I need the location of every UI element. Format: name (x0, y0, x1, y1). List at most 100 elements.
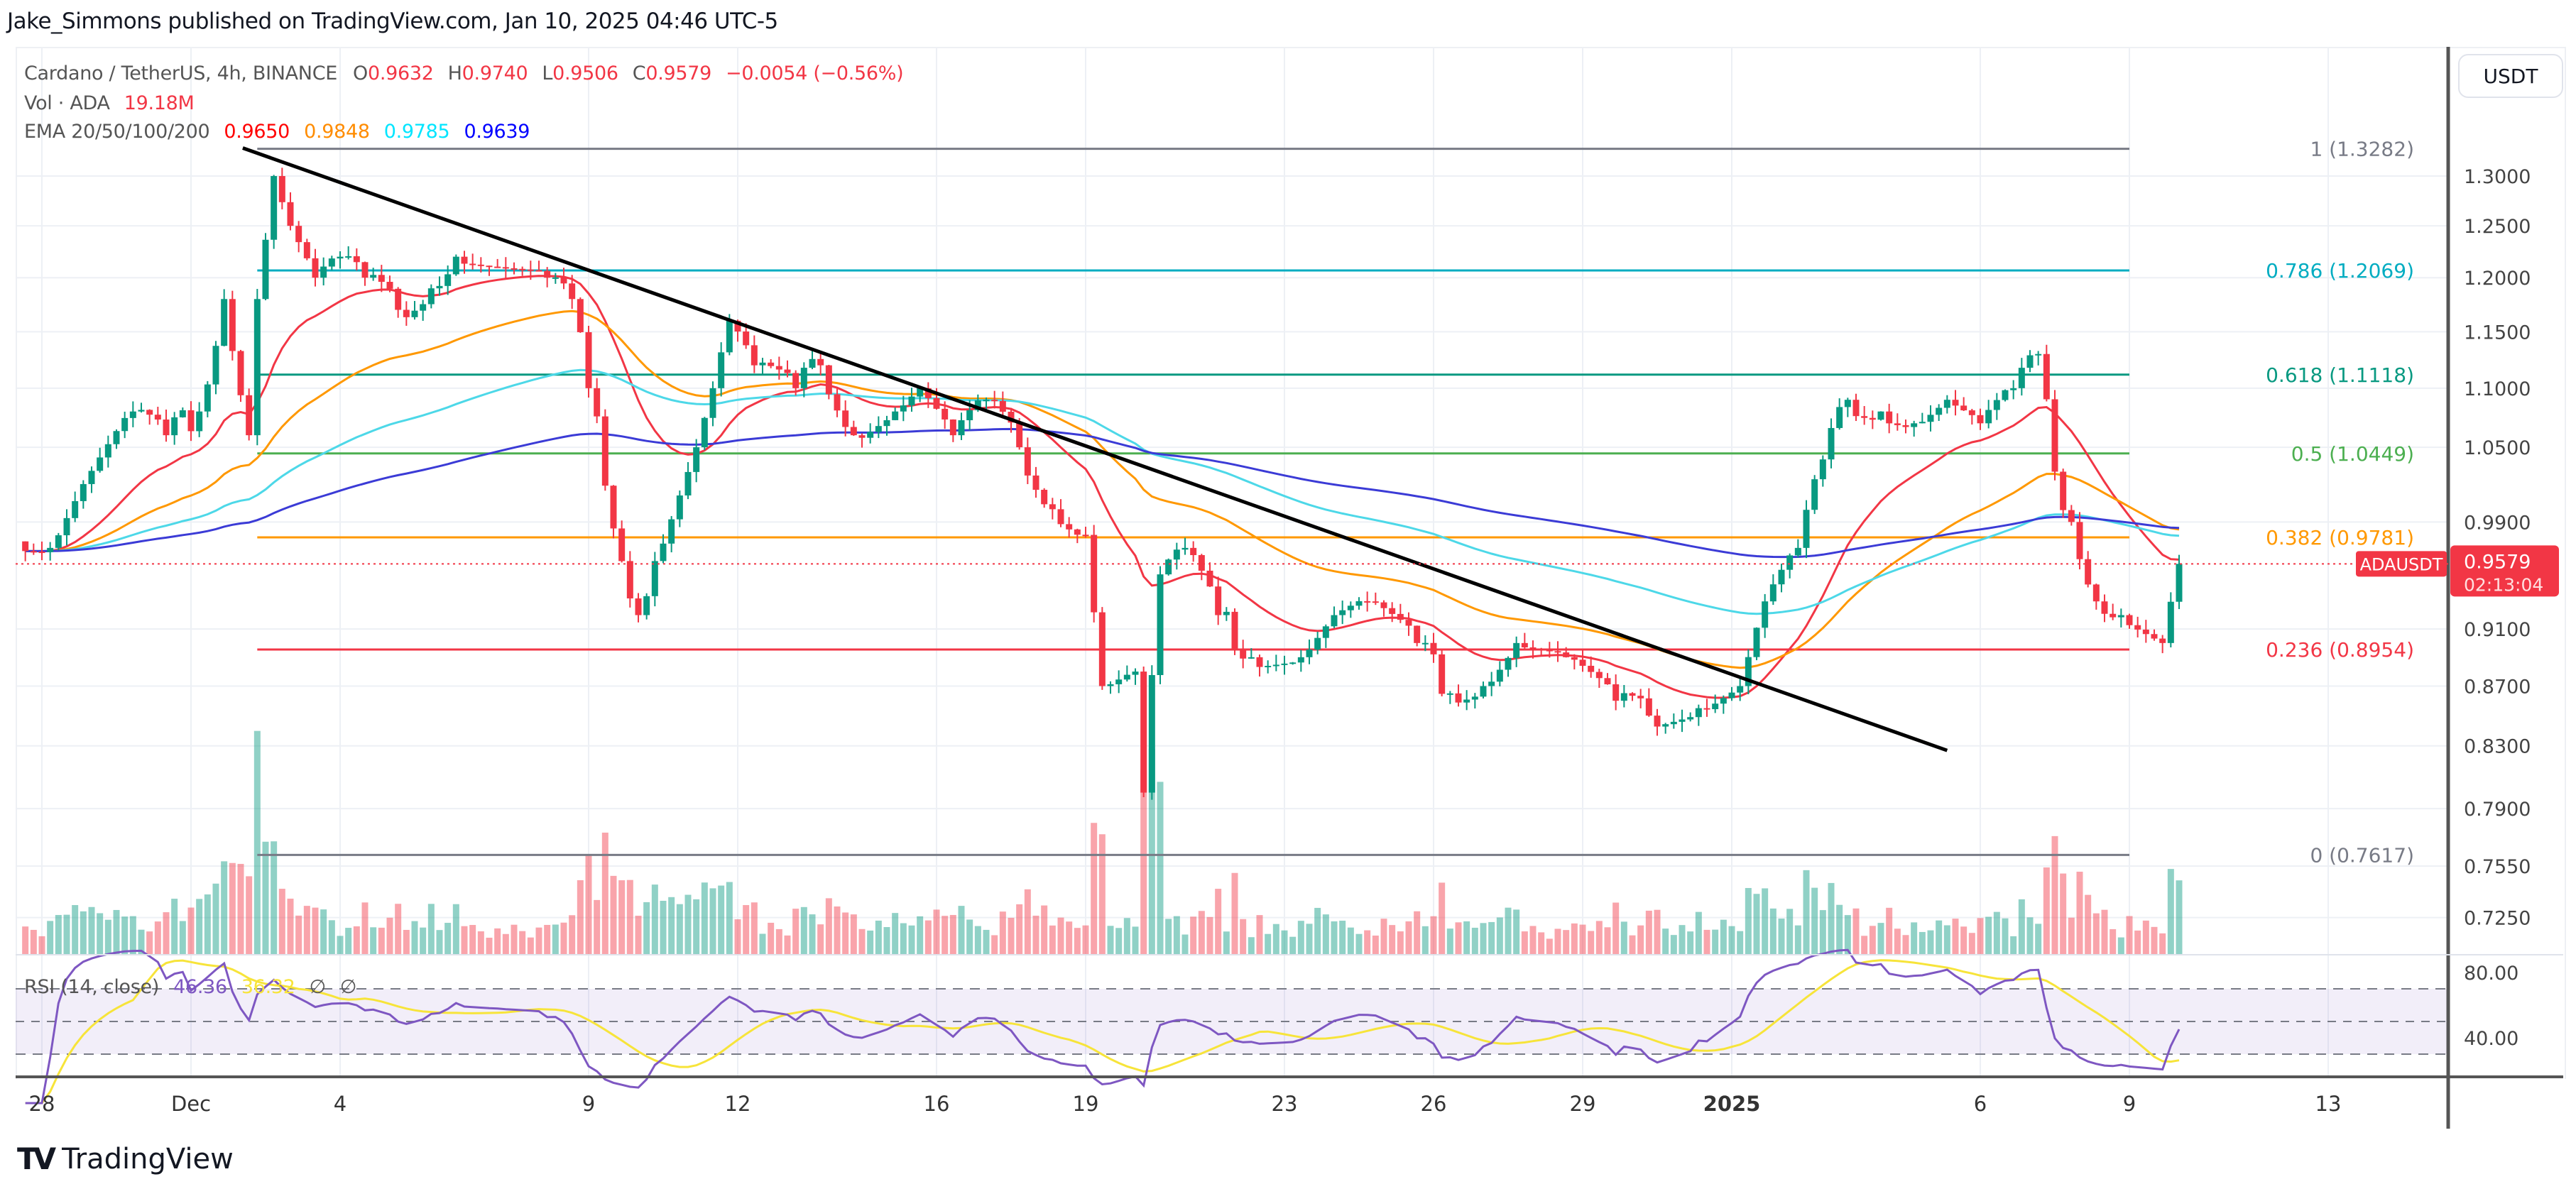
volume-bar (2035, 924, 2042, 955)
volume-bar (908, 925, 915, 955)
volume-bar (1248, 937, 1255, 955)
candle-body (594, 388, 601, 417)
candle-body (63, 517, 70, 536)
candle-body (312, 258, 319, 278)
candle-body (22, 541, 29, 552)
volume-bar (1297, 921, 1304, 955)
volume-bar (427, 904, 435, 955)
candle-body (917, 388, 924, 397)
volume-bar (1041, 905, 1048, 955)
candle-body (2068, 510, 2075, 522)
volume-bar (825, 898, 832, 955)
candle-body (1877, 411, 1884, 420)
candle-body (1728, 692, 1735, 698)
volume-bar (2126, 916, 2133, 955)
volume-bar (867, 930, 874, 955)
rsi-na-2: ∅ (339, 976, 357, 998)
candle-body (817, 358, 824, 366)
volume-bar (328, 920, 335, 955)
volume-bar (2092, 913, 2100, 955)
volume-bar (527, 937, 534, 955)
candle-body (113, 431, 120, 444)
volume-bar (900, 923, 907, 955)
volume-legend: Vol · ADA 19.18M (24, 92, 202, 114)
volume-bar (253, 730, 261, 955)
low-value: 0.9506 (552, 62, 618, 84)
candle-body (494, 266, 501, 268)
published-caption: Jake_Simmons published on TradingView.co… (7, 9, 778, 34)
candle-body (933, 398, 940, 409)
candle-body (867, 432, 874, 438)
candle-body (278, 176, 285, 202)
volume-bar (436, 930, 443, 955)
volume-bar (237, 863, 244, 955)
volume-bar (1008, 917, 1015, 955)
candle-body (163, 420, 170, 436)
candle-body (1322, 626, 1329, 638)
candle-body (386, 282, 393, 289)
high-value: 0.9740 (462, 62, 528, 84)
candle-body (2092, 584, 2100, 602)
candle-body (1936, 407, 1943, 415)
candle-body (1911, 423, 1918, 427)
volume-bar (361, 902, 369, 955)
volume-bar (1877, 923, 1884, 955)
volume-bar (842, 912, 849, 955)
volume-bar (1769, 908, 1777, 955)
volume-bar (320, 909, 327, 955)
volume-bar (768, 922, 775, 955)
candle-body (1140, 672, 1147, 793)
volume-bar (2117, 937, 2124, 955)
candle-body (1803, 510, 1810, 548)
volume-bar (246, 876, 253, 955)
rsi-band-fill (16, 989, 2448, 1054)
candle-body (2035, 354, 2042, 356)
volume-bar (1421, 926, 1429, 955)
candle-body (2117, 615, 2124, 618)
candle-body (775, 366, 782, 370)
candle-body (1886, 411, 1893, 424)
time-tick: 9 (2123, 1092, 2136, 1116)
volume-bar (917, 916, 924, 955)
candle-body (1620, 693, 1627, 701)
volume-bar (933, 909, 940, 955)
candle-body (1836, 407, 1843, 428)
ema-200-line (25, 427, 2180, 559)
currency-button[interactable]: USDT (2458, 54, 2563, 98)
volume-bar (1927, 930, 1934, 955)
volume-bar (1794, 925, 1801, 955)
candle-body (1762, 601, 1769, 628)
time-tick: 4 (334, 1092, 346, 1116)
candle-body (295, 226, 302, 243)
candle-body (328, 258, 335, 267)
candle-body (1463, 699, 1470, 703)
volume-bar (610, 875, 617, 955)
volume-bar (1306, 924, 1313, 955)
candle-body (1380, 602, 1387, 608)
volume-bar (1911, 922, 1918, 955)
candle-body (1662, 724, 1669, 727)
volume-bar (924, 920, 932, 955)
volume-bar (1389, 925, 1396, 955)
volume-bar (942, 916, 949, 955)
candle-body (337, 256, 344, 259)
time-tick: 6 (1974, 1092, 1987, 1116)
volume-bar (1745, 887, 1752, 955)
candle-body (1769, 584, 1777, 602)
volume-bar (1762, 888, 1769, 955)
tradingview-logo[interactable]: TV TradingView (17, 1141, 234, 1176)
volume-bar (1463, 921, 1470, 955)
price-tick: 0.9100 (2464, 619, 2531, 641)
volume-bar (635, 916, 642, 955)
volume-bar (1066, 921, 1073, 955)
candle-body (1314, 637, 1321, 650)
volume-bar (2142, 920, 2149, 955)
ema50-value: 0.9848 (304, 121, 370, 143)
candle-body (1231, 611, 1238, 650)
volume-bar (295, 915, 302, 955)
volume-bar (113, 909, 120, 955)
candle-body (370, 275, 377, 278)
volume-bar (47, 921, 54, 955)
candle-body (1306, 650, 1313, 657)
